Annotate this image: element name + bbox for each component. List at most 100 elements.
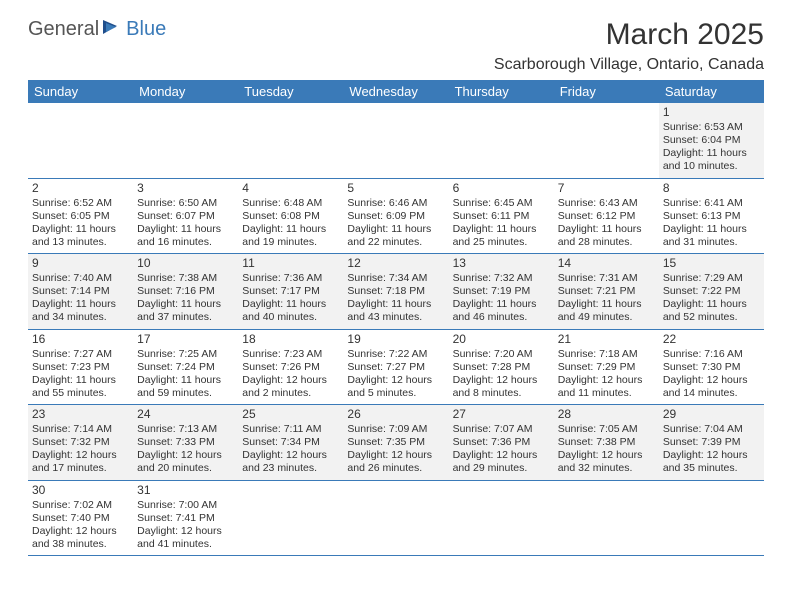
calendar-cell: 23Sunrise: 7:14 AMSunset: 7:32 PMDayligh… [28,405,133,481]
daylight-text: Daylight: 12 hours [663,374,760,387]
daylight-text: and 17 minutes. [32,462,129,475]
sunset-text: Sunset: 7:33 PM [137,436,234,449]
daylight-text: and 25 minutes. [453,236,550,249]
calendar-cell: 19Sunrise: 7:22 AMSunset: 7:27 PMDayligh… [343,329,448,405]
daylight-text: Daylight: 12 hours [453,374,550,387]
daylight-text: and 19 minutes. [242,236,339,249]
sunrise-text: Sunrise: 6:48 AM [242,197,339,210]
day-number: 6 [453,181,550,196]
daylight-text: and 28 minutes. [558,236,655,249]
sunset-text: Sunset: 7:30 PM [663,361,760,374]
daylight-text: Daylight: 12 hours [137,525,234,538]
sunset-text: Sunset: 6:09 PM [347,210,444,223]
calendar-cell: 13Sunrise: 7:32 AMSunset: 7:19 PMDayligh… [449,254,554,330]
sunrise-text: Sunrise: 7:34 AM [347,272,444,285]
sunrise-text: Sunrise: 7:23 AM [242,348,339,361]
title-block: March 2025 Scarborough Village, Ontario,… [494,18,764,74]
header: General Blue March 2025 Scarborough Vill… [28,18,764,74]
calendar-cell: 14Sunrise: 7:31 AMSunset: 7:21 PMDayligh… [554,254,659,330]
day-number: 11 [242,256,339,271]
sunset-text: Sunset: 7:18 PM [347,285,444,298]
sunset-text: Sunset: 7:34 PM [242,436,339,449]
day-number: 9 [32,256,129,271]
day-number: 5 [347,181,444,196]
calendar-cell: 4Sunrise: 6:48 AMSunset: 6:08 PMDaylight… [238,178,343,254]
day-header: Tuesday [238,80,343,103]
sunset-text: Sunset: 7:36 PM [453,436,550,449]
daylight-text: Daylight: 12 hours [663,449,760,462]
calendar-table: Sunday Monday Tuesday Wednesday Thursday… [28,80,764,556]
calendar-cell: 11Sunrise: 7:36 AMSunset: 7:17 PMDayligh… [238,254,343,330]
calendar-page: General Blue March 2025 Scarborough Vill… [0,0,792,574]
sunset-text: Sunset: 7:38 PM [558,436,655,449]
calendar-cell: 2Sunrise: 6:52 AMSunset: 6:05 PMDaylight… [28,178,133,254]
calendar-cell [449,103,554,178]
calendar-cell [28,103,133,178]
daylight-text: Daylight: 11 hours [137,374,234,387]
calendar-cell: 22Sunrise: 7:16 AMSunset: 7:30 PMDayligh… [659,329,764,405]
sunrise-text: Sunrise: 6:53 AM [663,121,760,134]
sunrise-text: Sunrise: 7:11 AM [242,423,339,436]
day-number: 13 [453,256,550,271]
day-number: 16 [32,332,129,347]
day-number: 22 [663,332,760,347]
sunset-text: Sunset: 7:14 PM [32,285,129,298]
calendar-cell: 5Sunrise: 6:46 AMSunset: 6:09 PMDaylight… [343,178,448,254]
day-number: 8 [663,181,760,196]
daylight-text: and 37 minutes. [137,311,234,324]
calendar-header-row: Sunday Monday Tuesday Wednesday Thursday… [28,80,764,103]
daylight-text: and 32 minutes. [558,462,655,475]
calendar-cell [554,480,659,556]
daylight-text: and 20 minutes. [137,462,234,475]
calendar-row: 16Sunrise: 7:27 AMSunset: 7:23 PMDayligh… [28,329,764,405]
daylight-text: Daylight: 12 hours [242,449,339,462]
sunset-text: Sunset: 7:26 PM [242,361,339,374]
daylight-text: Daylight: 12 hours [32,525,129,538]
day-number: 20 [453,332,550,347]
calendar-cell: 29Sunrise: 7:04 AMSunset: 7:39 PMDayligh… [659,405,764,481]
calendar-cell: 28Sunrise: 7:05 AMSunset: 7:38 PMDayligh… [554,405,659,481]
daylight-text: and 59 minutes. [137,387,234,400]
daylight-text: and 8 minutes. [453,387,550,400]
sunrise-text: Sunrise: 7:13 AM [137,423,234,436]
sunset-text: Sunset: 6:04 PM [663,134,760,147]
daylight-text: Daylight: 12 hours [242,374,339,387]
day-header: Monday [133,80,238,103]
daylight-text: and 11 minutes. [558,387,655,400]
sunset-text: Sunset: 7:35 PM [347,436,444,449]
day-number: 3 [137,181,234,196]
sunrise-text: Sunrise: 6:45 AM [453,197,550,210]
day-number: 4 [242,181,339,196]
day-number: 17 [137,332,234,347]
calendar-cell: 30Sunrise: 7:02 AMSunset: 7:40 PMDayligh… [28,480,133,556]
daylight-text: and 2 minutes. [242,387,339,400]
calendar-cell: 9Sunrise: 7:40 AMSunset: 7:14 PMDaylight… [28,254,133,330]
sunset-text: Sunset: 7:17 PM [242,285,339,298]
calendar-cell [449,480,554,556]
sunset-text: Sunset: 7:32 PM [32,436,129,449]
logo-text-general: General [28,18,99,41]
sunrise-text: Sunrise: 7:09 AM [347,423,444,436]
daylight-text: and 23 minutes. [242,462,339,475]
sunset-text: Sunset: 7:21 PM [558,285,655,298]
sunset-text: Sunset: 7:41 PM [137,512,234,525]
sunset-text: Sunset: 6:11 PM [453,210,550,223]
calendar-cell: 31Sunrise: 7:00 AMSunset: 7:41 PMDayligh… [133,480,238,556]
day-number: 2 [32,181,129,196]
calendar-cell: 21Sunrise: 7:18 AMSunset: 7:29 PMDayligh… [554,329,659,405]
day-number: 30 [32,483,129,498]
daylight-text: and 35 minutes. [663,462,760,475]
sunrise-text: Sunrise: 7:20 AM [453,348,550,361]
daylight-text: Daylight: 11 hours [137,298,234,311]
calendar-cell: 6Sunrise: 6:45 AMSunset: 6:11 PMDaylight… [449,178,554,254]
calendar-row: 9Sunrise: 7:40 AMSunset: 7:14 PM Daylight… [28,254,764,330]
sunrise-text: Sunrise: 6:50 AM [137,197,234,210]
sunrise-text: Sunrise: 7:36 AM [242,272,339,285]
daylight-text: Daylight: 11 hours [663,223,760,236]
sunrise-text: Sunrise: 7:14 AM [32,423,129,436]
sunset-text: Sunset: 7:19 PM [453,285,550,298]
calendar-cell [238,480,343,556]
sunrise-text: Sunrise: 7:40 AM [32,272,129,285]
daylight-text: and 10 minutes. [663,160,760,173]
daylight-text: and 34 minutes. [32,311,129,324]
